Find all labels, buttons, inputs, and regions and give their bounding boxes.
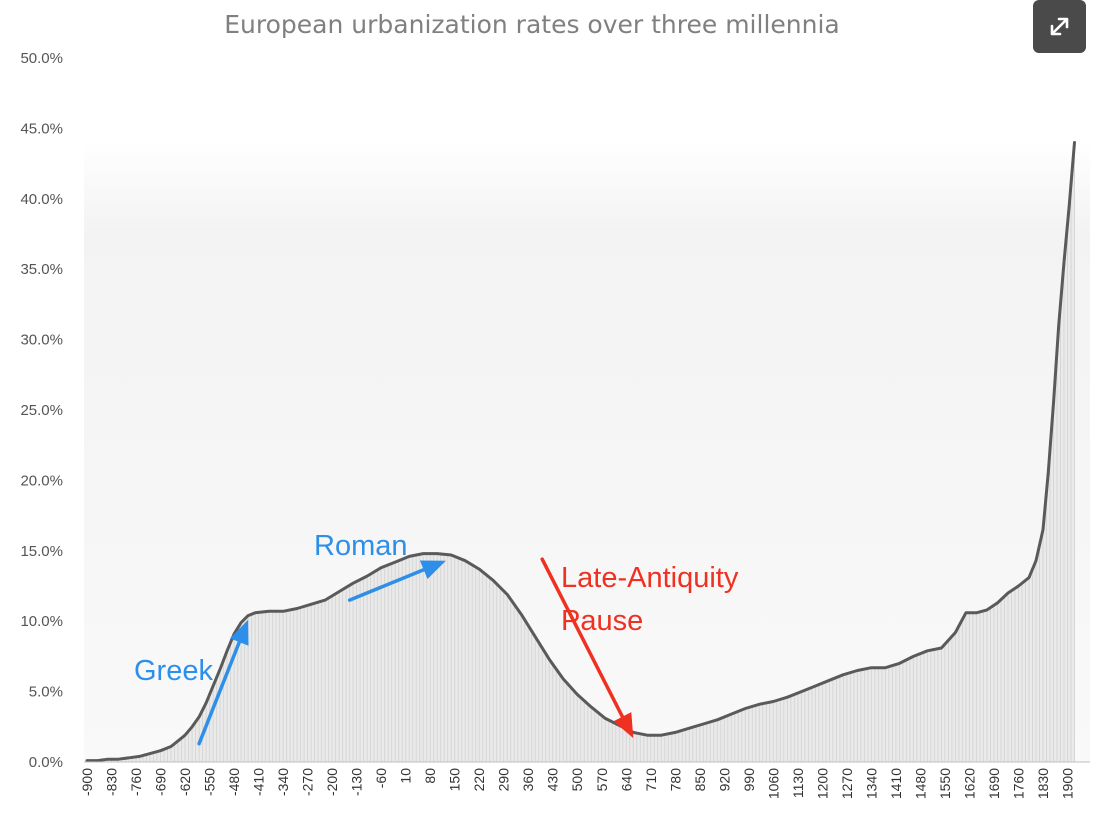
y-tick-label: 5.0% bbox=[29, 684, 63, 701]
x-tick-label: 990 bbox=[741, 768, 757, 792]
x-tick-label: -480 bbox=[226, 768, 242, 796]
y-tick-label: 45.0% bbox=[20, 120, 63, 137]
series-line-group bbox=[85, 141, 1076, 763]
x-tick-label: 920 bbox=[716, 768, 732, 792]
x-tick-label: 500 bbox=[569, 768, 585, 792]
x-tick-label: 1900 bbox=[1060, 768, 1076, 799]
x-tick-label: 80 bbox=[422, 768, 438, 784]
x-tick-label: 1270 bbox=[839, 768, 855, 799]
x-tick-label: -900 bbox=[79, 768, 95, 796]
x-tick-label: 1690 bbox=[986, 768, 1002, 799]
x-tick-label: -270 bbox=[300, 768, 316, 796]
x-tick-label: -200 bbox=[324, 768, 340, 796]
series-line bbox=[85, 141, 1076, 763]
y-tick-label: 15.0% bbox=[20, 543, 63, 560]
annotations-group bbox=[197, 557, 634, 746]
x-tick-label: -620 bbox=[177, 768, 193, 796]
x-tick-label: 640 bbox=[618, 768, 634, 792]
y-tick-label: 40.0% bbox=[20, 191, 63, 208]
x-tick-label: 780 bbox=[667, 768, 683, 792]
annotation-greek: Greek bbox=[134, 655, 213, 687]
x-tick-label: 1620 bbox=[961, 768, 977, 799]
x-tick-label: 570 bbox=[594, 768, 610, 792]
annotation-arrow-head bbox=[613, 712, 634, 739]
x-tick-label: 1060 bbox=[765, 768, 781, 799]
x-axis: -900 -830 -760 -690 -620 -550 -480 -410 -340 -270… bbox=[79, 768, 1076, 799]
x-tick-label: -410 bbox=[251, 768, 267, 796]
annotation-arrow-head bbox=[230, 619, 249, 646]
x-tick-label: -690 bbox=[153, 768, 169, 796]
y-tick-label: 30.0% bbox=[20, 332, 63, 349]
x-tick-label: 290 bbox=[496, 768, 512, 792]
x-tick-label: 1200 bbox=[814, 768, 830, 799]
y-tick-label: 20.0% bbox=[20, 472, 63, 489]
x-tick-label: -340 bbox=[275, 768, 291, 796]
x-tick-label: 1340 bbox=[863, 768, 879, 799]
y-tick-label: 0.0% bbox=[29, 754, 63, 771]
annotation-pause: Pause bbox=[561, 605, 643, 637]
x-tick-label: -550 bbox=[202, 768, 218, 796]
annotation-arrow-head bbox=[419, 560, 446, 579]
x-tick-label: 360 bbox=[520, 768, 536, 792]
annotation-arrow-shaft bbox=[540, 557, 625, 719]
annotation-late-antiquity: Late-Antiquity bbox=[561, 562, 739, 594]
x-tick-label: 1410 bbox=[888, 768, 904, 799]
x-tick-label: 1550 bbox=[937, 768, 953, 799]
x-tick-label: 1480 bbox=[912, 768, 928, 799]
x-tick-label: 430 bbox=[545, 768, 561, 792]
x-tick-label: 1130 bbox=[790, 768, 806, 798]
area-fill-group bbox=[87, 142, 1075, 762]
annotation-roman: Roman bbox=[314, 530, 408, 562]
area-fill bbox=[87, 142, 1075, 762]
x-tick-label: 1760 bbox=[1011, 768, 1027, 799]
y-axis: 0.0% 5.0% 10.0% 15.0% 20.0% 25.0% 30.0% 35.0% 40… bbox=[20, 50, 63, 771]
annotation-arrow-shaft bbox=[197, 640, 242, 746]
x-tick-label: -760 bbox=[128, 768, 144, 796]
x-tick-label: 150 bbox=[447, 768, 463, 792]
y-tick-label: 35.0% bbox=[20, 261, 63, 278]
y-tick-label: 10.0% bbox=[20, 613, 63, 630]
y-tick-label: 50.0% bbox=[20, 50, 63, 67]
bars-group bbox=[86, 142, 1075, 762]
y-tick-label: 25.0% bbox=[20, 402, 63, 419]
x-tick-label: 710 bbox=[643, 768, 659, 792]
expand-diagonal-icon bbox=[1050, 17, 1069, 36]
x-tick-label: -60 bbox=[373, 768, 389, 788]
chart-title: European urbanization rates over three m… bbox=[224, 10, 839, 39]
x-tick-label: 220 bbox=[471, 768, 487, 792]
x-tick-label: 10 bbox=[398, 768, 414, 784]
annotation-arrow-shaft bbox=[347, 567, 426, 602]
x-tick-label: 1830 bbox=[1035, 768, 1051, 799]
expand-button[interactable] bbox=[1033, 0, 1086, 53]
x-tick-label: -830 bbox=[104, 768, 120, 796]
x-tick-label: -130 bbox=[349, 768, 365, 796]
x-tick-label: 850 bbox=[692, 768, 708, 792]
